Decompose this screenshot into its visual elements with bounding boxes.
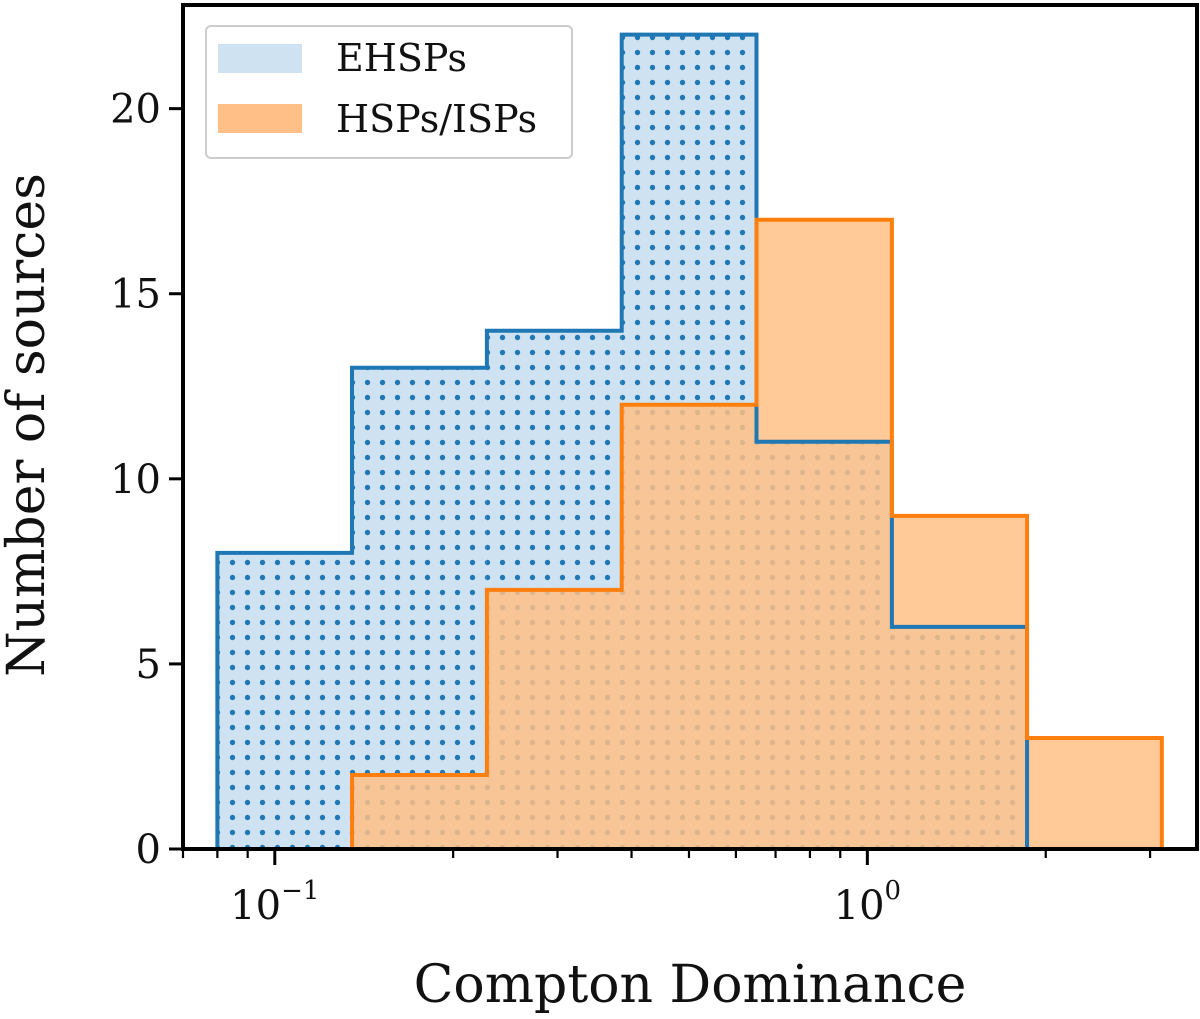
ehsp-bar-hatch-0	[217, 552, 353, 849]
y-tick-label-5: 5	[136, 642, 161, 688]
axis-ticks: 0 5 10 15 20 10−1 100	[110, 87, 1152, 929]
hsp-isp-bar-4	[891, 515, 1028, 849]
hsp-isp-bar-2	[621, 404, 757, 849]
legend-label-ehsp: EHSPs	[336, 36, 467, 80]
hsp-isp-histogram	[352, 219, 1162, 849]
hsp-isp-bar-3	[756, 219, 892, 849]
legend-label-hsp-isp: HSPs/ISPs	[336, 97, 537, 141]
x-tick-label-1: 100	[834, 876, 901, 929]
histogram-outlines	[215, 32, 1164, 849]
ehsp-outline	[215, 32, 1030, 849]
legend: EHSPs HSPs/ISPs	[205, 25, 573, 159]
y-tick-label-0: 0	[136, 827, 161, 873]
ehsp-bar-hatch-1	[352, 367, 487, 849]
hsp-isp-bar-5	[1027, 737, 1162, 849]
hsp-isp-bar-0	[352, 774, 487, 849]
x-axis-title: Compton Dominance	[414, 955, 967, 1015]
y-tick-label-15: 15	[110, 272, 161, 318]
legend-swatch-ehsp	[218, 44, 302, 73]
x-tick-label-0: 10−1	[230, 876, 319, 929]
y-tick-label-20: 20	[110, 87, 161, 133]
hsp-isp-bar-1	[486, 589, 622, 849]
y-axis-title: Number of sources	[0, 173, 57, 677]
y-tick-label-10: 10	[110, 457, 161, 503]
legend-swatch-hsp-isp	[218, 104, 302, 133]
hsp-isp-outline	[350, 217, 1164, 849]
